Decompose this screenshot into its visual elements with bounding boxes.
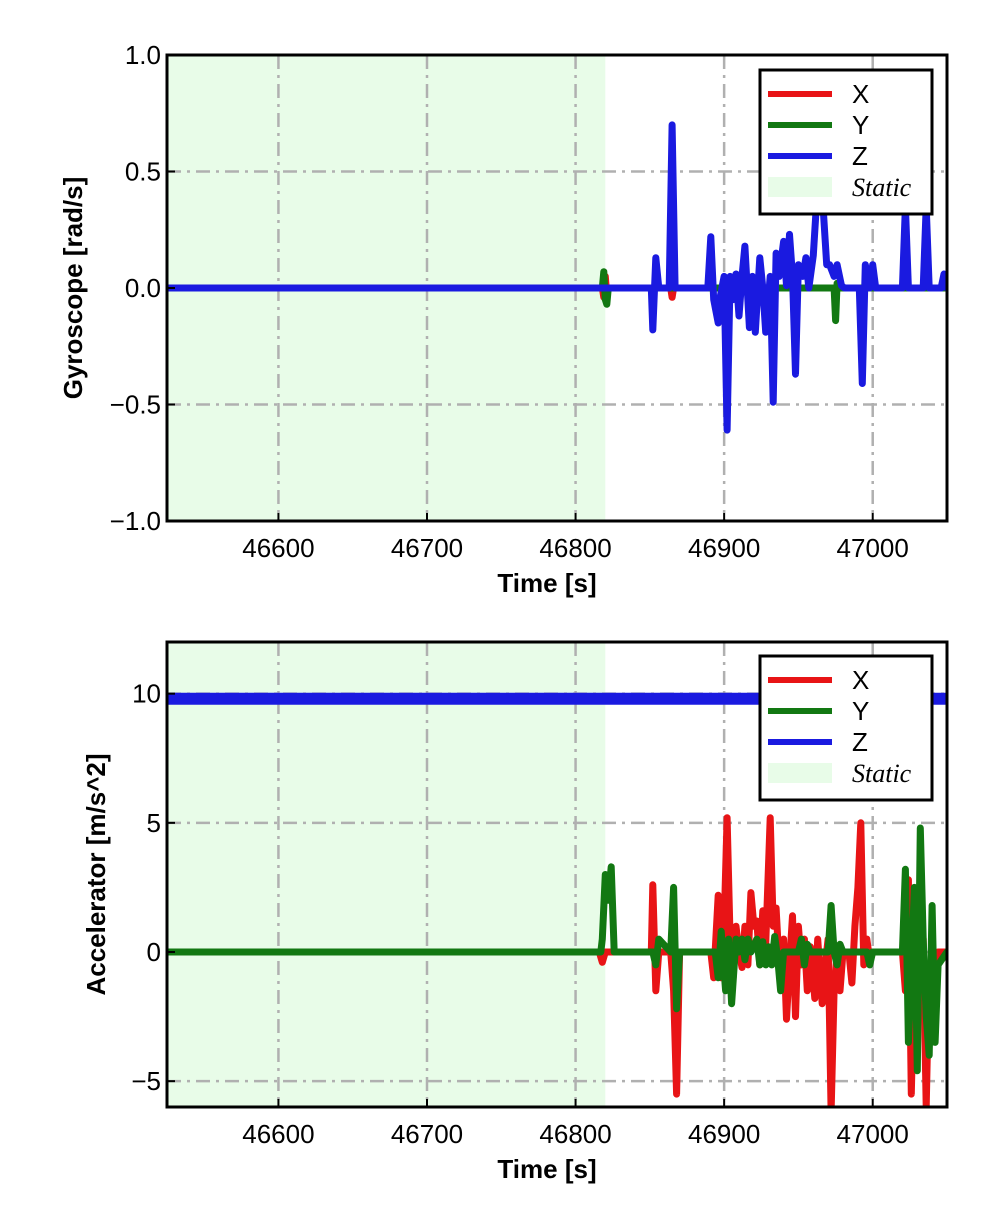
y-tick-label: 10 [132,679,161,709]
legend-label-static: Static [852,759,912,788]
legend-label-y: Y [852,696,869,726]
legend-label-x: X [852,665,869,695]
x-axis-label: Time [s] [497,1154,596,1184]
y-tick-label: −1.0 [110,506,161,536]
legend-label-z: Z [852,727,868,757]
legend-swatch-static [768,763,832,783]
x-tick-label: 46600 [242,1119,314,1149]
static-region [167,642,606,1107]
y-tick-label: 5 [147,808,161,838]
y-tick-label: 0.5 [125,157,161,187]
series-group [167,121,947,434]
accelerator-chart: 46600 46700 46800 46900 47000 −5 0 5 10 Time [s] A… [81,640,949,1184]
x-tick-label: 47000 [837,533,909,563]
x-tick-label: 47000 [837,1119,909,1149]
legend-label-x: X [852,79,869,109]
x-tick-label: 46800 [539,1119,611,1149]
y-tick-label: 0 [147,937,161,967]
y-axis-label: Gyroscope [rad/s] [58,177,88,400]
x-axis-label: Time [s] [497,568,596,598]
x-tick-label: 46900 [688,1119,760,1149]
legend-swatch-static [768,177,832,197]
y-axis-label: Accelerator [m/s^2] [81,753,111,995]
legend-label-y: Y [852,110,869,140]
x-tick-label: 46800 [539,533,611,563]
plot-frame [165,640,949,1109]
series-line-y [167,824,947,1075]
x-tick-label: 46700 [391,1119,463,1149]
x-tick-label: 46700 [391,533,463,563]
legend-label-static: Static [852,173,912,202]
x-tick-label: 46600 [242,533,314,563]
x-tick-label: 46900 [688,533,760,563]
gyroscope-chart: 46600 46700 46800 46900 47000 −1.0 −0.5 0.0 0.5 1… [58,40,949,598]
legend-label-z: Z [852,141,868,171]
y-tick-label: 0.0 [125,273,161,303]
y-tick-label: −5 [131,1066,161,1096]
y-tick-label: −0.5 [110,390,161,420]
y-tick-label: 1.0 [125,40,161,70]
series-line-z [167,121,947,434]
